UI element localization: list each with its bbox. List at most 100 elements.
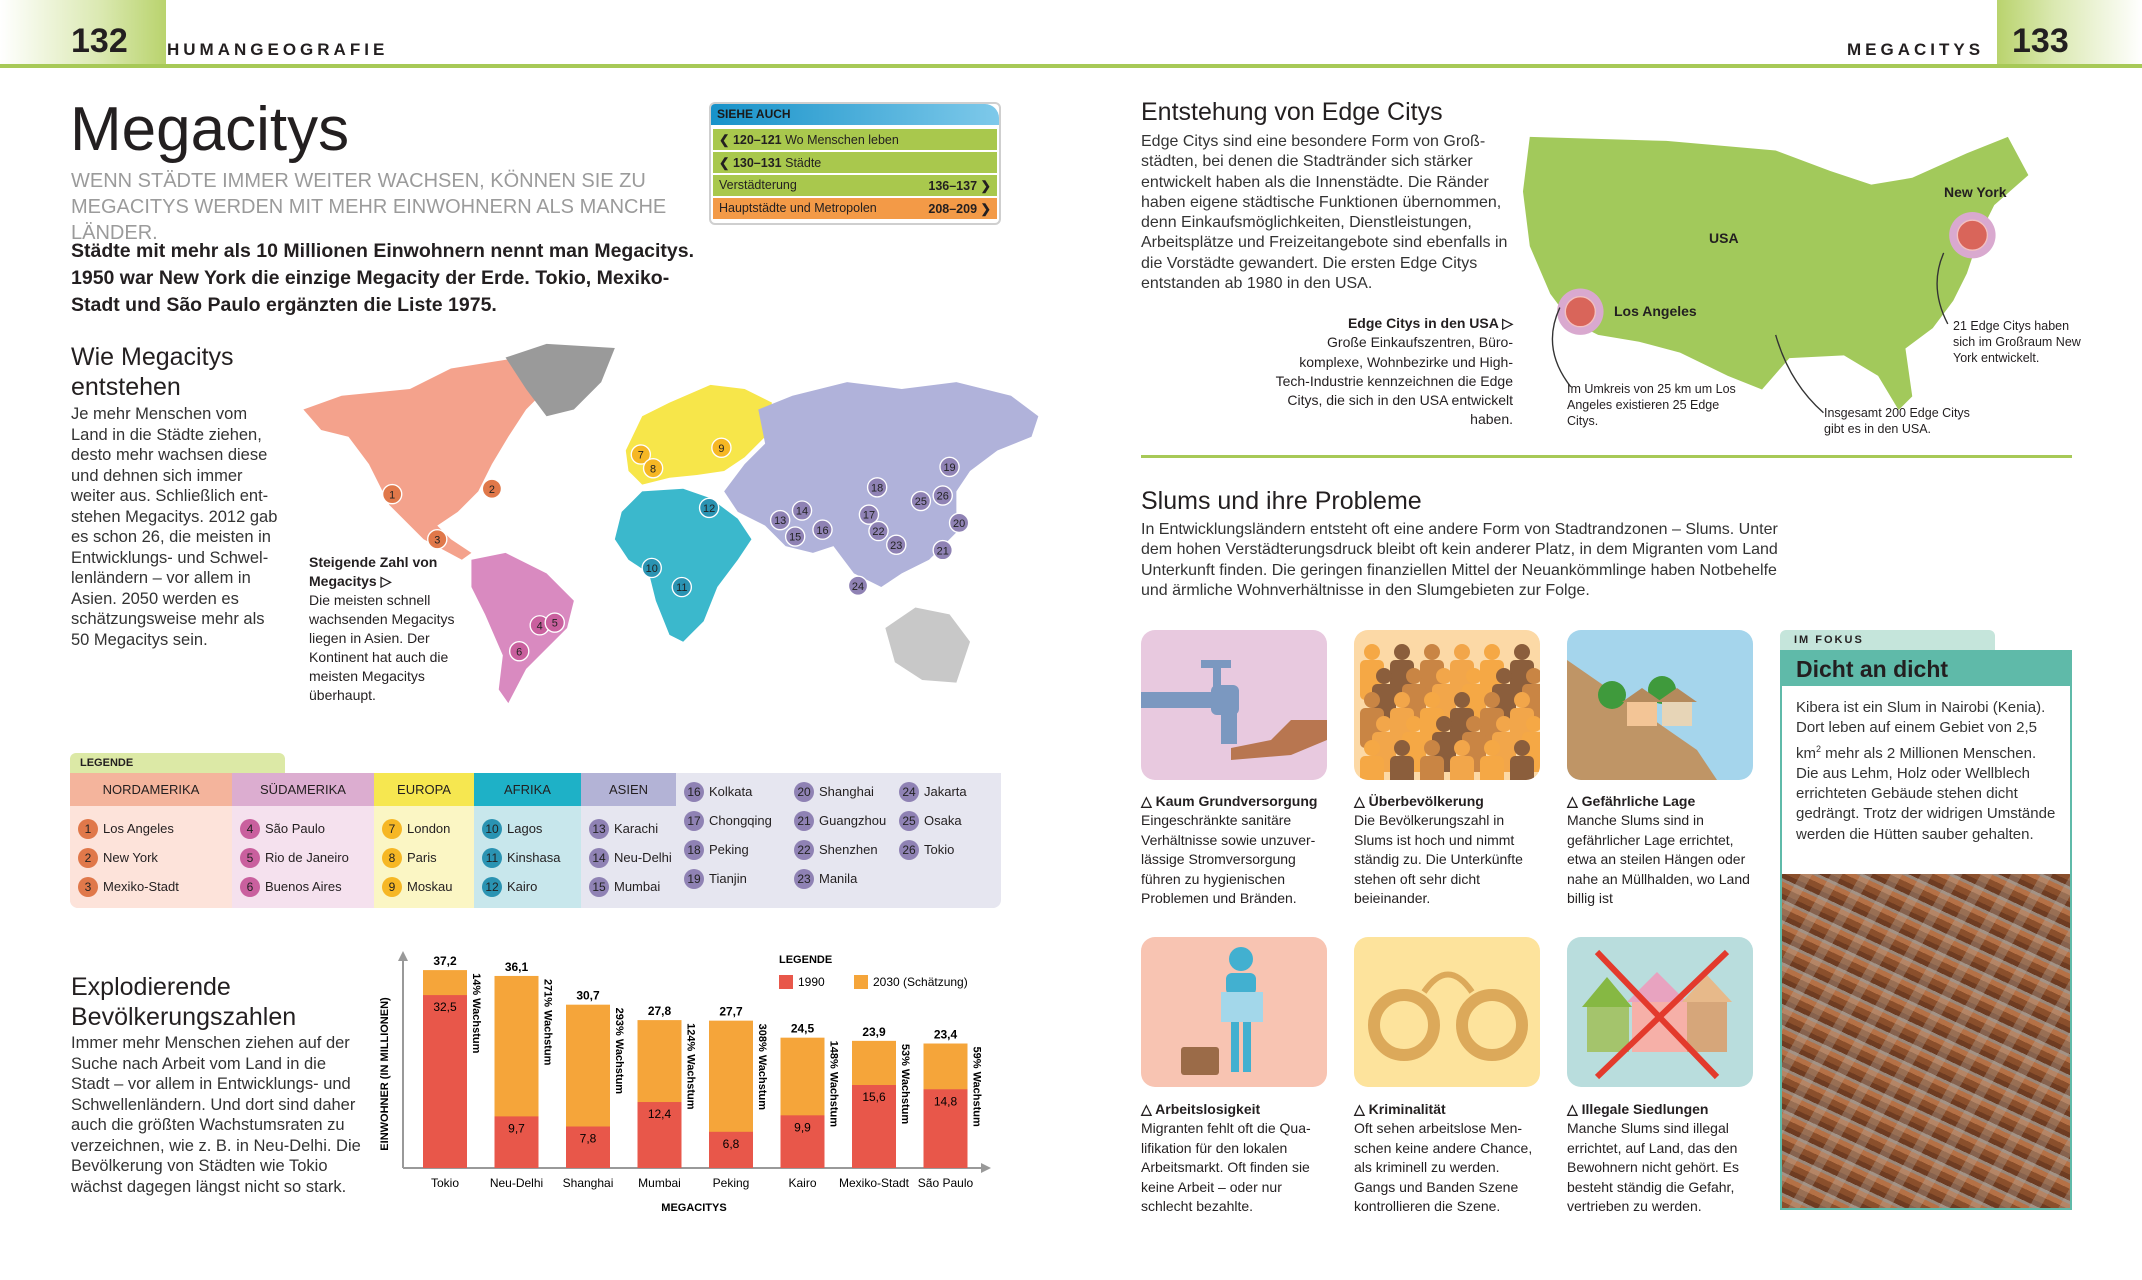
edge-caption-title: Edge Citys in den USA ▷ — [1347, 315, 1513, 331]
la-label: Los Angeles — [1614, 303, 1697, 319]
map-caption-text: Die meisten schnell wachsenden Mega­city… — [309, 592, 455, 703]
svg-text:26: 26 — [937, 491, 949, 503]
svg-text:12: 12 — [703, 503, 715, 515]
map-north-america — [303, 357, 547, 560]
problem-title: △ Gefährliche Lage — [1567, 793, 1696, 809]
svg-text:7: 7 — [638, 450, 644, 462]
legend-region-header: ASIEN — [581, 773, 676, 806]
section-divider — [1141, 455, 2072, 458]
ny-label: New York — [1944, 184, 2007, 200]
link-pages: ❮ 120–121 — [719, 133, 782, 147]
svg-text:17: 17 — [863, 510, 875, 522]
link-pages: 136–137 ❯ — [928, 179, 991, 193]
legend-city: Buenos Aires — [265, 879, 342, 894]
world-map: 1 234 567891011121314151617181920212223242… — [303, 343, 1039, 704]
x-axis-label: MEGACITYS — [661, 1202, 726, 1214]
section-heading-edge-citys: Entstehung von Edge Citys — [1141, 98, 1443, 126]
legend-number-badge: 8 — [382, 847, 402, 868]
legend-region-header: EUROPA — [374, 773, 474, 806]
bar-1990-1 — [494, 1116, 539, 1168]
legend-item: 12 Kairo — [474, 872, 581, 901]
map-south-america — [471, 552, 574, 704]
map-legend: NORDAMERIKA 1 Los Angeles 2 New York 3 Mexiko-… — [70, 773, 1001, 908]
legend-item: 15 Mumbai — [581, 872, 676, 901]
legend-number-badge: 25 — [899, 810, 919, 831]
legend-number-badge: 19 — [684, 868, 704, 889]
legend-city: Mumbai — [614, 879, 661, 894]
map-marker-11: 11 — [671, 576, 693, 598]
legend-city: Shanghai — [819, 784, 874, 799]
kibera-slum-photo — [1782, 874, 2070, 1208]
map-marker-10: 10 — [641, 557, 662, 579]
legend-item: 3 Mexiko-Stadt — [70, 872, 232, 901]
arrow-la — [1551, 307, 1572, 388]
value-label-2030: 36,1 — [505, 960, 529, 974]
legend-item: 18 Peking — [676, 835, 786, 864]
category-label: Mexiko-Stadt — [839, 1176, 910, 1190]
growth-label: 308% Wachstum — [756, 1024, 768, 1111]
legend-city: São Paulo — [265, 821, 325, 836]
legend-item: 1 Los Angeles — [70, 814, 232, 843]
legend-item: 7 London — [374, 814, 474, 843]
map-marker-17: 17 — [858, 504, 880, 525]
legend-item: 17 Chongqing — [676, 806, 786, 835]
problem-caption: △ Kaum Grundversorgung Eingeschränkte san… — [1141, 792, 1331, 908]
legend-number-badge: 21 — [794, 810, 814, 831]
legend-number-badge: 7 — [382, 818, 402, 839]
la-core-dot — [1564, 295, 1597, 328]
legend-number-badge: 12 — [482, 876, 502, 897]
legend-item: 13 Karachi — [581, 814, 676, 843]
svg-text:25: 25 — [915, 496, 927, 508]
problem-text: Die Bevölkerungszahl in Slums ist hoch u… — [1354, 812, 1523, 907]
see-also-link[interactable]: Hauptstädte und Metropolen 208–209 ❯ — [713, 198, 997, 219]
map-marker-19: 19 — [939, 456, 960, 478]
see-also-link[interactable]: ❮ 120–121 Wo Menschen leben — [713, 129, 997, 150]
usa-map — [1522, 136, 2029, 414]
value-label-2030: 30,7 — [576, 989, 600, 1003]
chart-legend-title: LEGENDE — [779, 954, 832, 966]
map-greenland — [505, 343, 615, 417]
legend-item: 4 São Paulo — [232, 814, 374, 843]
legend-city: Tokio — [924, 842, 955, 857]
problem-title: △ Arbeitslosigkeit — [1141, 1101, 1261, 1117]
problem-title: △ Kaum Grundversorgung — [1141, 793, 1318, 809]
page-number-left: 132 — [71, 22, 128, 60]
legend-label-2030: 2030 (Schätzung) — [873, 975, 968, 989]
arrow-ny — [1936, 252, 1949, 325]
legend-city: Manila — [819, 871, 858, 886]
crossed-houses-icon — [1567, 937, 1753, 1087]
problem-caption: △ Kriminalität Oft sehen arbeitslose Men­… — [1354, 1100, 1544, 1216]
map-marker-6: 6 — [508, 641, 530, 662]
category-label: Tokio — [431, 1176, 459, 1190]
header-rule — [0, 64, 2142, 68]
section-heading-megacitys: Wie Megacitys entstehen — [71, 343, 234, 401]
legend-asia-column: 20 Shanghai 21 Guangzhou 22 Shenzhen 23 Manila — [786, 773, 891, 908]
x-axis-arrow — [981, 1163, 991, 1173]
section-heading-population: Explodierende Bevölkerungszahlen — [71, 973, 297, 1031]
growth-label: 271% Wachstum — [542, 979, 554, 1066]
see-also-box: SIEHE AUCH ❮ 120–121 Wo Menschen leben ❮… — [709, 102, 1001, 225]
legend-item: 24 Jakarta — [891, 777, 1001, 806]
legend-number-badge: 5 — [240, 847, 260, 868]
legend-item: 8 Paris — [374, 843, 474, 872]
link-label: Städte — [785, 156, 822, 170]
svg-text:24: 24 — [852, 581, 864, 593]
legend-city: Peking — [709, 842, 749, 857]
legend-region-europa: EUROPA 7 London 8 Paris 9 Moskau — [374, 773, 474, 908]
bar-1990-0 — [423, 995, 467, 1168]
map-marker-5: 5 — [544, 612, 565, 633]
section-heading-slums: Slums und ihre Probleme — [1141, 487, 1422, 515]
see-also-link[interactable]: Verstädterung 136–137 ❯ — [713, 175, 997, 196]
growth-label: 53% Wachstum — [899, 1044, 911, 1125]
svg-text:14: 14 — [796, 506, 808, 518]
problem-title: △ Illegale Siedlungen — [1567, 1101, 1709, 1117]
link-label: Verstädterung — [719, 178, 797, 192]
bar-1990-5 — [780, 1115, 825, 1168]
svg-text:23: 23 — [890, 540, 902, 552]
link-pages: 208–209 ❯ — [928, 202, 991, 216]
svg-text:15: 15 — [789, 532, 801, 544]
svg-text:10: 10 — [646, 563, 658, 575]
see-also-link[interactable]: ❮ 130–131 Städte — [713, 152, 997, 173]
legend-item: 5 Rio de Janeiro — [232, 843, 374, 872]
section-body-edge-citys: Edge Citys sind eine besondere Form von … — [1141, 133, 1508, 293]
